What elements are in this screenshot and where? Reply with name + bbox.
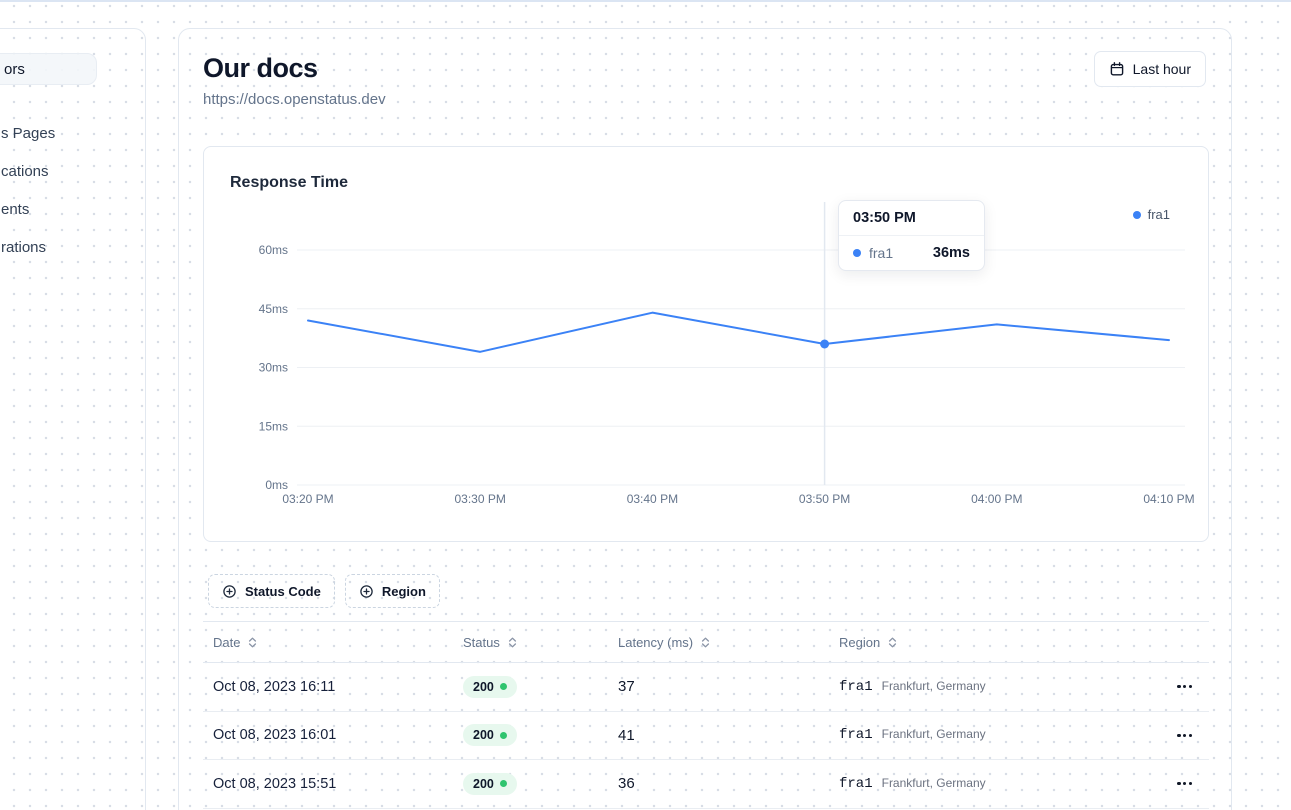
cell-date: Oct 08, 2023 15:51	[213, 775, 337, 792]
x-axis-label: 03:30 PM	[455, 492, 506, 506]
region-code: fra1	[839, 775, 873, 792]
status-badge: 200	[463, 675, 517, 698]
tooltip-series-name: fra1	[869, 245, 894, 261]
cell-region: fra1 Frankfurt, Germany	[839, 679, 1165, 695]
status-ok-dot	[499, 780, 507, 788]
monitor-detail-card: Our docs https://docs.openstatus.dev Las…	[178, 28, 1232, 810]
cell-latency: 36	[618, 775, 635, 793]
top-divider	[0, 0, 1291, 2]
active-data-point	[820, 339, 830, 349]
filter-region-label: Region	[381, 583, 426, 599]
chart-line-fra1	[307, 311, 1170, 353]
column-header-region[interactable]: Region	[839, 635, 1165, 650]
column-header-latency[interactable]: Latency (ms)	[618, 635, 839, 650]
cell-latency: 41	[618, 726, 635, 744]
column-label: Date	[213, 634, 241, 650]
legend-label: fra1	[1147, 207, 1170, 222]
cell-region: fra1 Frankfurt, Germany	[839, 727, 1165, 743]
status-code: 200	[473, 776, 494, 791]
chevrons-up-down-icon	[699, 636, 712, 649]
status-code: 200	[473, 679, 494, 694]
filter-region-button[interactable]: Region	[344, 574, 440, 608]
y-axis-label: 15ms	[259, 419, 288, 433]
response-time-chart-card: Response Time fra1 0ms 15ms 30ms 45ms 60ms 03…	[203, 146, 1209, 542]
plus-circle-icon	[359, 584, 374, 599]
chevrons-up-down-icon	[886, 636, 899, 649]
cell-status: 200	[463, 772, 618, 795]
y-axis-label: 0ms	[265, 478, 288, 492]
chart-tooltip: 03:50 PM fra1 36ms	[838, 200, 985, 271]
x-axis-label: 04:00 PM	[971, 492, 1022, 506]
chart-title: Response Time	[230, 174, 348, 191]
table-header-row: Date Status Latency (ms)	[203, 622, 1209, 663]
row-actions-ellipsis-icon[interactable]	[1175, 778, 1194, 789]
row-actions-ellipsis-icon[interactable]	[1175, 681, 1194, 692]
status-code: 200	[473, 728, 494, 743]
page-title: Our docs	[203, 53, 318, 83]
chevrons-up-down-icon	[246, 636, 259, 649]
column-header-status[interactable]: Status	[463, 635, 618, 650]
filter-status-code-label: Status Code	[245, 583, 321, 599]
sidebar-item-notifications[interactable]: cations	[1, 163, 49, 180]
monitor-url: https://docs.openstatus.dev	[203, 91, 386, 108]
x-axis-label: 03:20 PM	[282, 492, 333, 506]
calendar-icon	[1109, 61, 1125, 77]
x-axis-label: 03:40 PM	[627, 492, 678, 506]
sidebar: ors s Pages cations ents rations	[0, 28, 146, 810]
tooltip-series-dot	[853, 249, 861, 257]
region-name: Frankfurt, Germany	[881, 678, 986, 693]
cell-date: Oct 08, 2023 16:01	[213, 727, 337, 744]
table-row[interactable]: Oct 08, 2023 15:51 200 36 fra1 Frankfurt…	[203, 760, 1209, 809]
plus-circle-icon	[222, 584, 237, 599]
sidebar-item-status-pages[interactable]: s Pages	[1, 125, 56, 142]
pings-table: Date Status Latency (ms)	[203, 621, 1209, 810]
time-range-button[interactable]: Last hour	[1093, 51, 1206, 87]
cell-latency: 37	[618, 678, 635, 696]
region-code: fra1	[839, 678, 873, 695]
tooltip-time: 03:50 PM	[839, 201, 984, 236]
region-code: fra1	[839, 727, 873, 744]
cell-status: 200	[463, 675, 618, 698]
filter-status-code-button[interactable]: Status Code	[208, 574, 335, 608]
chart-plot[interactable]: 0ms 15ms 30ms 45ms 60ms 03:20 PM 03:30 PM 03:40…	[204, 147, 1210, 543]
cell-date: Oct 08, 2023 16:11	[213, 678, 336, 695]
sidebar-item-integrations[interactable]: rations	[1, 239, 47, 256]
region-name: Frankfurt, Germany	[881, 775, 986, 790]
row-actions-ellipsis-icon[interactable]	[1175, 730, 1194, 741]
y-axis-label: 60ms	[259, 243, 288, 257]
table-filters: Status Code Region	[208, 574, 440, 608]
table-row[interactable]: Oct 08, 2023 16:11 200 37 fra1 Frankfurt…	[203, 663, 1209, 712]
status-ok-dot	[499, 731, 507, 739]
x-axis-label: 03:50 PM	[799, 492, 850, 506]
sidebar-item-monitors[interactable]: ors	[0, 53, 97, 85]
chevrons-up-down-icon	[506, 636, 519, 649]
column-label: Region	[839, 634, 881, 650]
column-header-date[interactable]: Date	[213, 635, 463, 650]
y-axis-label: 45ms	[259, 302, 288, 316]
chart-legend: fra1	[1132, 207, 1170, 222]
column-label: Latency (ms)	[618, 634, 694, 650]
cell-status: 200	[463, 724, 618, 747]
status-badge: 200	[463, 772, 517, 795]
response-time-line-chart[interactable]: 0ms 15ms 30ms 45ms 60ms 03:20 PM 03:30 PM 03:40…	[204, 147, 1208, 541]
region-name: Frankfurt, Germany	[881, 727, 986, 742]
cell-region: fra1 Frankfurt, Germany	[839, 776, 1165, 792]
legend-dot	[1132, 210, 1141, 219]
time-range-label: Last hour	[1132, 61, 1191, 77]
status-badge: 200	[463, 724, 517, 747]
status-ok-dot	[499, 683, 507, 691]
y-axis-label: 30ms	[259, 361, 288, 375]
tooltip-value: 36ms	[932, 245, 970, 261]
sidebar-item-incidents[interactable]: ents	[1, 201, 30, 218]
column-label: Status	[463, 634, 500, 650]
table-row[interactable]: Oct 08, 2023 16:01 200 41 fra1 Frankfurt…	[203, 712, 1209, 760]
x-axis-label: 04:10 PM	[1143, 492, 1194, 506]
